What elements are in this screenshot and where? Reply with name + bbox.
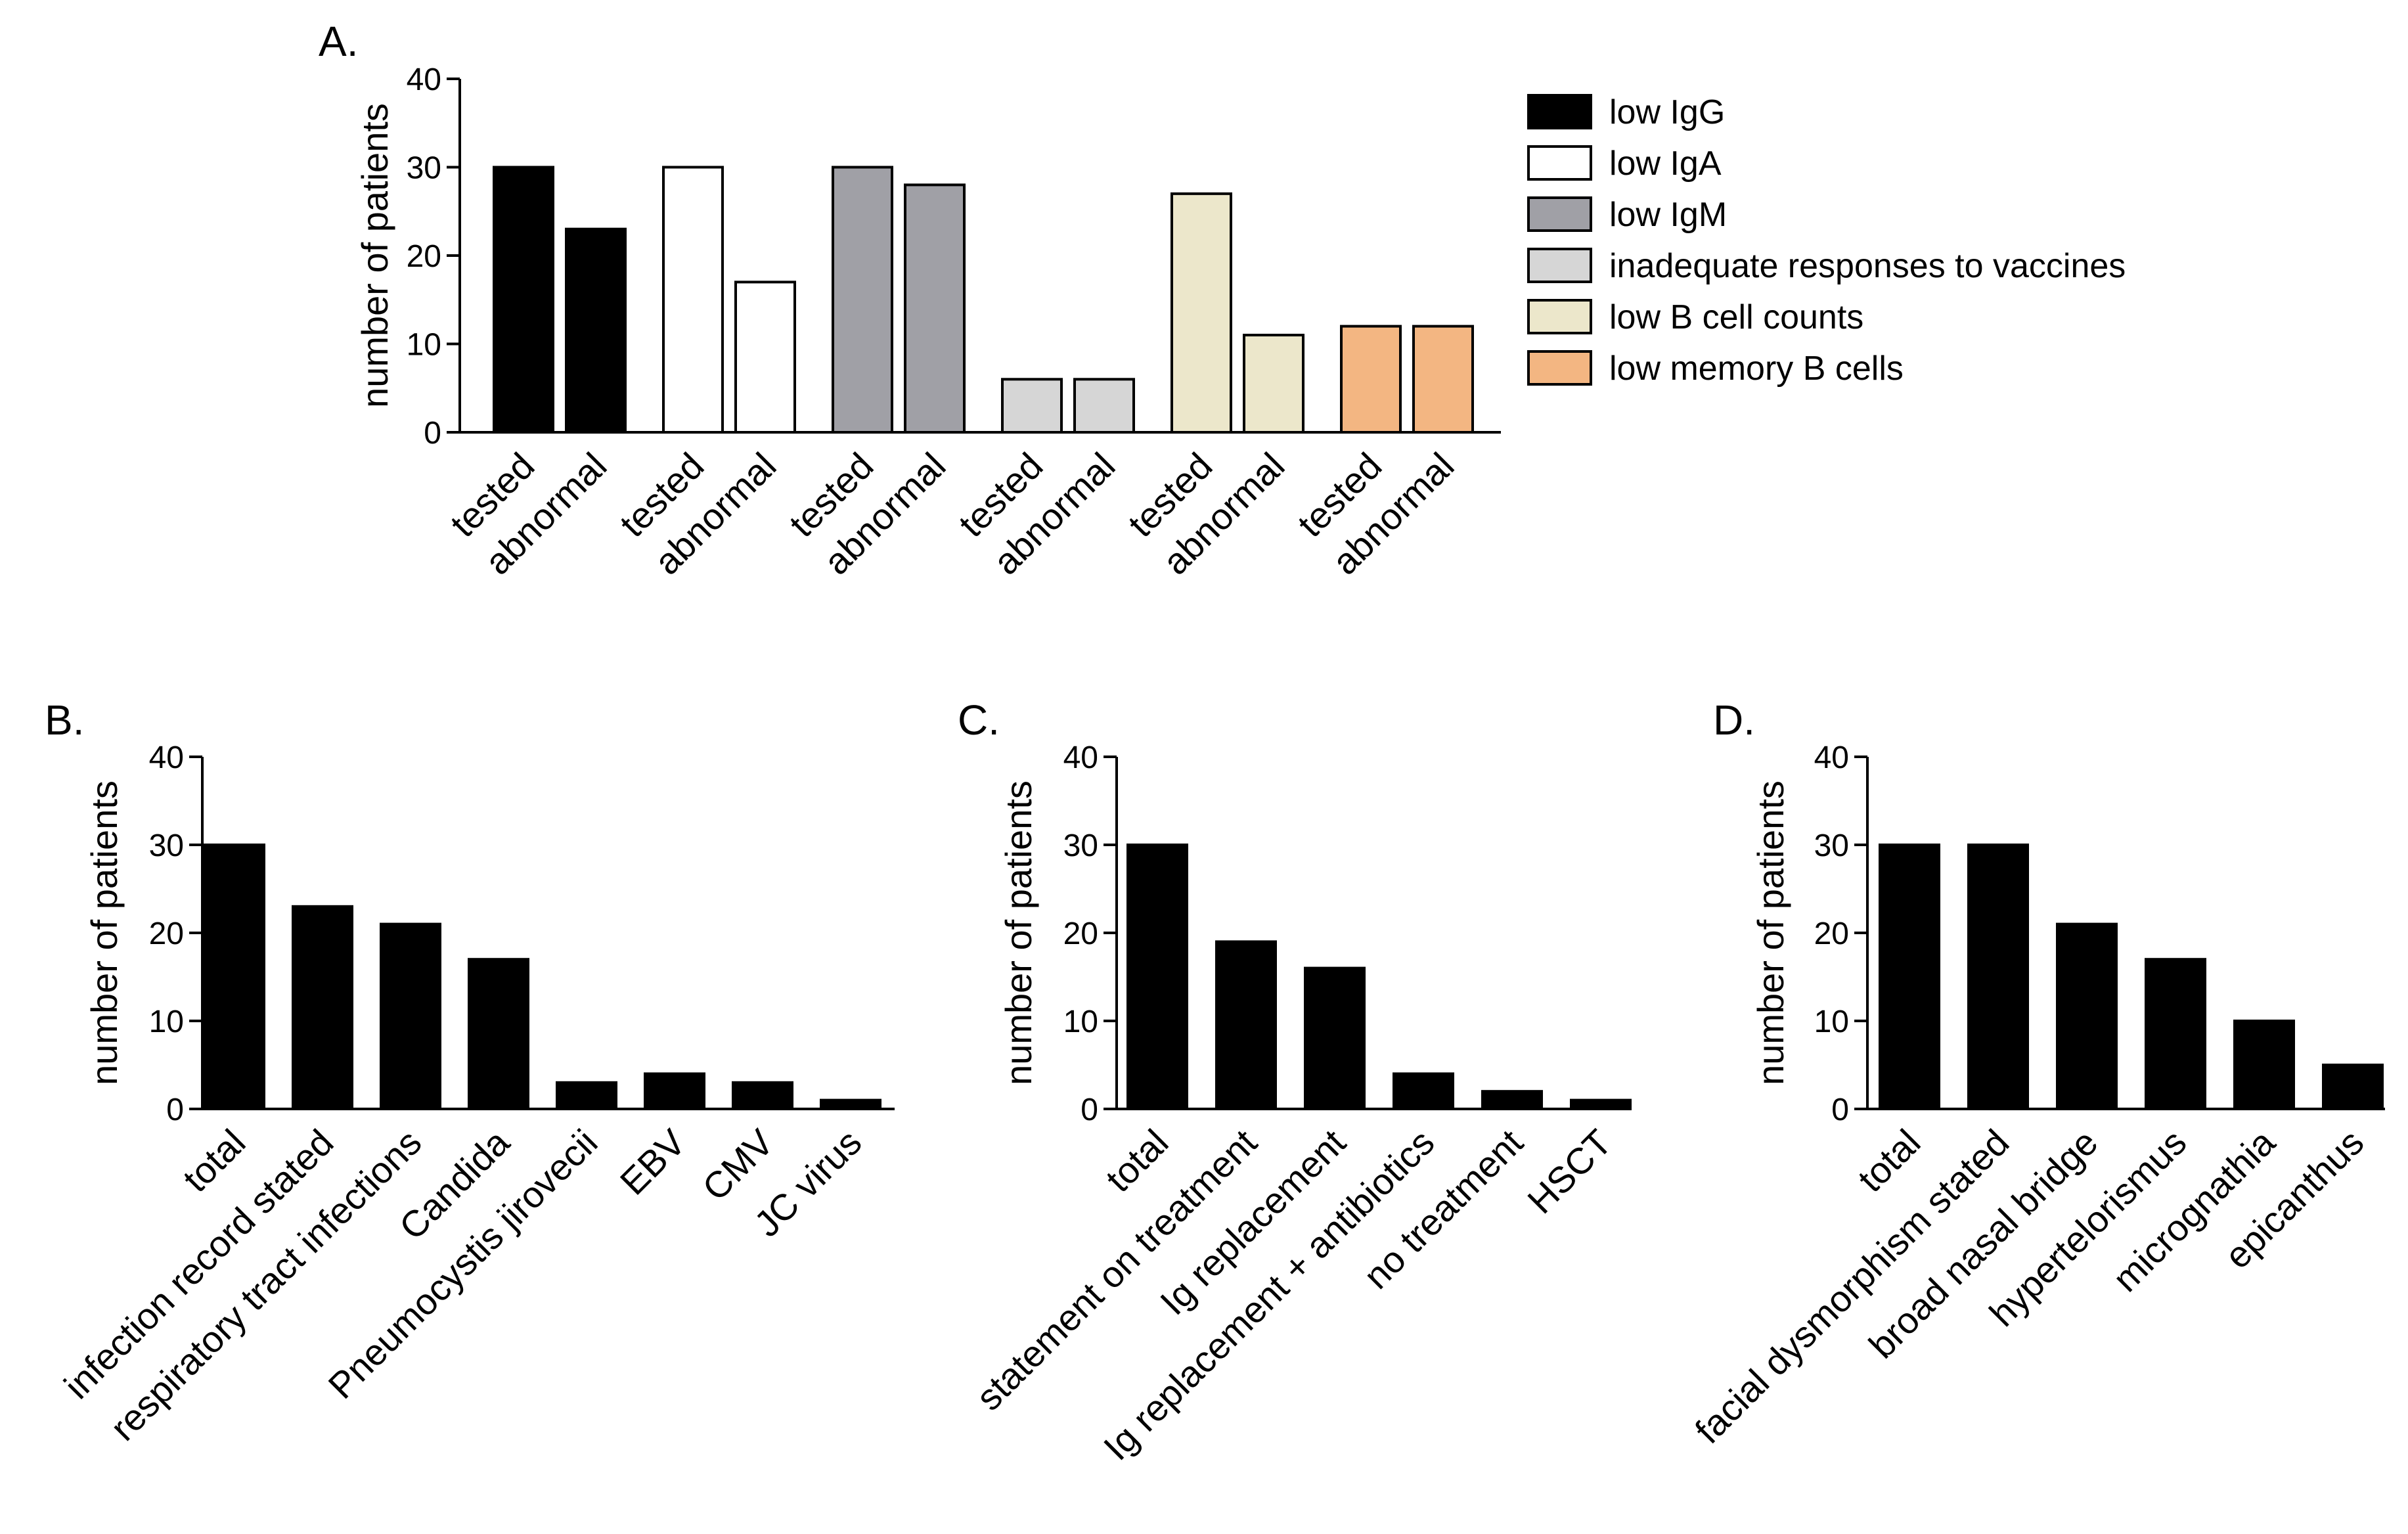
legend-swatch-low-igg: [1527, 94, 1592, 129]
legend-label-low-iga: low IgA: [1609, 145, 1722, 183]
bar-low-iga-tested: [662, 166, 724, 434]
y-tick-label: 20: [407, 239, 441, 274]
bar-facial-dysmorphism-stated: [1967, 844, 2029, 1110]
bar-no-treatment: [1481, 1090, 1543, 1110]
bar-low-b-cell-counts-abnormal: [1243, 334, 1304, 434]
legend-swatch-low-memory-b-cells: [1527, 350, 1592, 386]
bar-total: [1879, 844, 1940, 1110]
y-tick-label: 30: [407, 151, 441, 186]
legend-swatch-inadequate-responses-to-vaccines: [1527, 248, 1592, 283]
legend-label-inadequate-responses-to-vaccines: inadequate responses to vaccines: [1609, 247, 2126, 285]
bar-infection-record-stated: [292, 905, 353, 1111]
y-axis-title: number of patients: [1750, 780, 1791, 1085]
bar-broad-nasal-bridge: [2056, 922, 2118, 1110]
bar-low-igm-abnormal: [904, 183, 966, 434]
y-tick-label: 30: [149, 828, 184, 863]
bar-cmv: [732, 1081, 793, 1111]
y-tick-label: 0: [166, 1093, 184, 1127]
panel-label: B.: [45, 696, 84, 744]
bar-pneumocystis-jirovecii: [556, 1081, 617, 1111]
x-tick-label: HSCT: [1519, 1121, 1619, 1221]
bar-low-iga-abnormal: [734, 281, 796, 434]
y-tick-label: 10: [1814, 1004, 1849, 1039]
x-tick-label: total: [175, 1121, 253, 1200]
x-tick-label: total: [1098, 1121, 1176, 1200]
bar-respiratory-tract-infections: [380, 922, 441, 1110]
bar-ebv: [644, 1072, 705, 1111]
bar-low-memory-b-cells-abnormal: [1412, 325, 1474, 434]
bar-hsct: [1570, 1098, 1632, 1110]
bar-inadequate-responses-to-vaccines-abnormal: [1073, 378, 1135, 434]
bar-low-b-cell-counts-tested: [1171, 192, 1232, 434]
x-tick-label: EBV: [612, 1121, 694, 1202]
y-tick-label: 10: [407, 328, 441, 363]
legend-swatch-low-iga: [1527, 145, 1592, 181]
y-axis-title: number of patients: [998, 780, 1039, 1085]
y-tick-label: 40: [149, 740, 184, 775]
legend-swatch-low-b-cell-counts: [1527, 299, 1592, 334]
bar-inadequate-responses-to-vaccines-tested: [1001, 378, 1063, 434]
bar-low-memory-b-cells-tested: [1340, 325, 1402, 434]
legend-label-low-igm: low IgM: [1609, 196, 1727, 234]
y-tick-label: 10: [1063, 1004, 1098, 1039]
bar-jc-virus: [820, 1098, 881, 1110]
panel-label: A.: [319, 18, 358, 65]
y-tick-label: 20: [1063, 916, 1098, 951]
bar-low-igg-tested: [493, 166, 554, 434]
bar-epicanthus: [2322, 1064, 2384, 1110]
bar-total: [204, 844, 265, 1110]
legend-label-low-memory-b-cells: low memory B cells: [1609, 350, 1904, 388]
x-tick-label: total: [1850, 1121, 1928, 1200]
legend-label-low-igg: low IgG: [1609, 93, 1725, 131]
y-tick-label: 0: [424, 416, 441, 451]
panel-label: C.: [958, 696, 1000, 744]
panel-label: D.: [1713, 696, 1755, 744]
y-axis-title: number of patients: [354, 103, 395, 408]
y-axis-title: number of patients: [83, 780, 125, 1085]
y-tick-label: 0: [1831, 1093, 1849, 1127]
legend-label-low-b-cell-counts: low B cell counts: [1609, 298, 1863, 336]
y-tick-label: 30: [1814, 828, 1849, 863]
legend-swatch-low-igm: [1527, 196, 1592, 232]
y-tick-label: 40: [1063, 740, 1098, 775]
bar-low-igg-abnormal: [565, 227, 627, 434]
bar-micrognathia: [2233, 1020, 2295, 1110]
bar-total: [1126, 844, 1188, 1110]
y-tick-label: 20: [149, 916, 184, 951]
bar-ig-replacement: [1304, 966, 1366, 1110]
y-tick-label: 40: [407, 62, 441, 97]
bar-candida: [468, 958, 529, 1110]
y-tick-label: 20: [1814, 916, 1849, 951]
bar-ig-replacement-antibiotics: [1393, 1072, 1454, 1111]
bar-low-igm-tested: [832, 166, 893, 434]
y-tick-label: 40: [1814, 740, 1849, 775]
bar-hypertelorismus: [2145, 958, 2206, 1110]
y-tick-label: 10: [149, 1004, 184, 1039]
y-tick-label: 30: [1063, 828, 1098, 863]
bar-statement-on-treatment: [1215, 940, 1277, 1111]
y-tick-label: 0: [1081, 1093, 1098, 1127]
